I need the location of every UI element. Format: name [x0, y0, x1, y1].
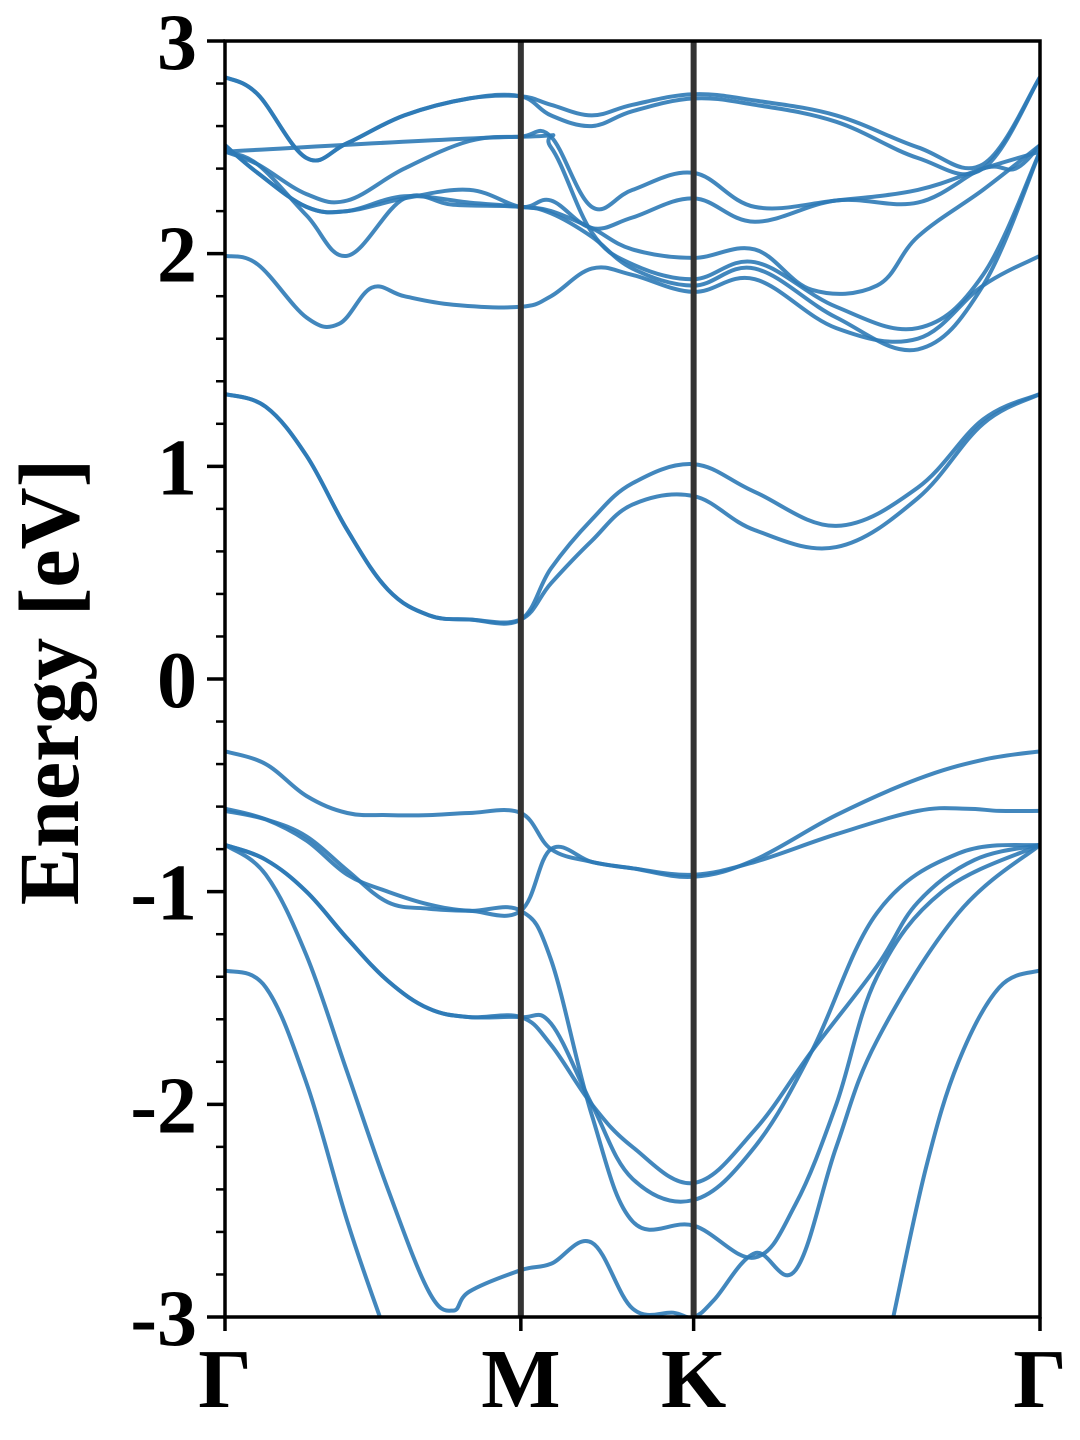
band-line-17	[225, 128, 1040, 212]
x-tick-label-M: M	[481, 1333, 560, 1426]
y-tick-label: 2	[157, 212, 197, 300]
band-line-6	[225, 843, 1040, 1317]
band-line-8	[891, 968, 1040, 1317]
y-axis-label: Energy [eV]	[1, 459, 97, 906]
x-tick-label-Γ: Γ	[1013, 1333, 1066, 1426]
band-line-7	[225, 968, 383, 1317]
plot-frame	[223, 39, 1042, 1319]
x-tick-label-K: K	[661, 1333, 726, 1426]
band-line-10	[225, 392, 1040, 626]
band-line-3	[225, 842, 1040, 1186]
y-tick-label: 3	[157, 0, 197, 87]
band-line-2	[225, 806, 1040, 918]
band-line-5	[225, 806, 1040, 1260]
y-tick-label: 1	[157, 424, 197, 512]
high-symmetry-lines	[517, 41, 697, 1317]
y-tick-label: -2	[130, 1062, 197, 1150]
y-tick-label: -3	[130, 1275, 197, 1363]
y-tick-label: 0	[157, 637, 197, 725]
y-axis-ticks: -3 -2 -1 0 1 2 3	[130, 0, 225, 1363]
band-line-15	[225, 75, 1040, 177]
band-line-12	[225, 149, 1040, 353]
x-tick-label-Γ: Γ	[198, 1333, 251, 1426]
band-line-14	[225, 143, 1040, 231]
band-line-18	[225, 133, 1040, 332]
band-line-16	[225, 75, 1040, 171]
band-line-9	[225, 392, 1040, 625]
band-line-1	[225, 749, 1040, 879]
band-lines	[225, 75, 1040, 1317]
y-tick-label: -1	[130, 850, 197, 938]
